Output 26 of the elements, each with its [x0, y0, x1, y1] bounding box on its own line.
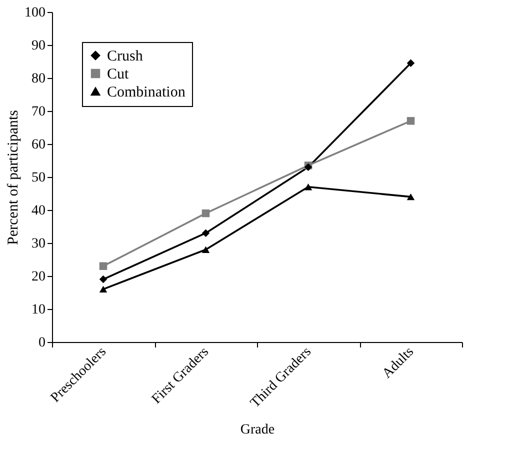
legend-label: Combination	[107, 84, 186, 100]
y-tick-label: 90	[32, 38, 46, 54]
point	[202, 229, 210, 237]
point	[406, 193, 415, 200]
y-axis-title: Percent of participants	[6, 110, 22, 245]
y-tick-label: 60	[32, 138, 46, 152]
legend-label: Cut	[107, 66, 130, 82]
y-tick-label: 80	[32, 72, 46, 86]
y-tick-label: 70	[32, 104, 46, 120]
point	[202, 209, 210, 218]
x-axis-title: Grade	[240, 422, 275, 438]
y-tick-label: 50	[32, 170, 46, 186]
point	[99, 286, 108, 293]
y-tick-label: 100	[24, 6, 46, 20]
point	[202, 246, 210, 253]
point	[99, 262, 108, 270]
legend-label: Crush	[107, 48, 144, 64]
y-tick-label: 20	[32, 270, 46, 284]
point	[304, 184, 312, 190]
point	[99, 275, 108, 284]
y-tick-label: 10	[32, 302, 46, 318]
point	[406, 59, 415, 68]
point	[406, 117, 415, 125]
y-tick-label: 30	[32, 236, 46, 252]
y-tick-label: 0	[38, 336, 46, 350]
y-tick-label: 40	[32, 204, 46, 218]
